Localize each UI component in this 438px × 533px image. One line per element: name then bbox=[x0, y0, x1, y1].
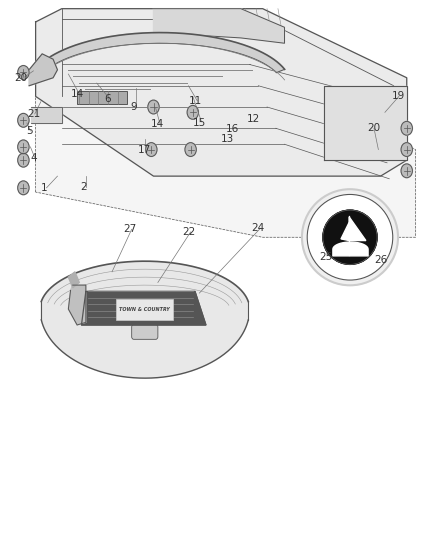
Text: 9: 9 bbox=[131, 102, 137, 112]
Circle shape bbox=[146, 143, 157, 157]
Text: 6: 6 bbox=[104, 94, 111, 104]
Text: 4: 4 bbox=[30, 152, 37, 163]
Polygon shape bbox=[341, 222, 349, 240]
Text: 14: 14 bbox=[151, 119, 165, 129]
Polygon shape bbox=[35, 70, 416, 237]
Text: 22: 22 bbox=[182, 227, 195, 237]
Polygon shape bbox=[41, 261, 248, 378]
Polygon shape bbox=[68, 285, 86, 325]
Text: 1: 1 bbox=[41, 183, 48, 193]
Text: 11: 11 bbox=[188, 95, 201, 106]
Polygon shape bbox=[153, 9, 285, 43]
Circle shape bbox=[18, 140, 29, 154]
Polygon shape bbox=[81, 292, 206, 325]
Text: 26: 26 bbox=[374, 255, 387, 265]
Ellipse shape bbox=[318, 205, 382, 270]
Text: TOWN & COUNTRY: TOWN & COUNTRY bbox=[120, 307, 170, 312]
Text: 2: 2 bbox=[80, 182, 87, 192]
Polygon shape bbox=[68, 272, 79, 288]
Ellipse shape bbox=[323, 210, 377, 264]
Text: 21: 21 bbox=[27, 109, 40, 119]
Polygon shape bbox=[324, 86, 407, 160]
Circle shape bbox=[18, 114, 29, 127]
Text: 16: 16 bbox=[226, 124, 239, 134]
Text: 20: 20 bbox=[367, 123, 381, 133]
Text: 17: 17 bbox=[138, 144, 152, 155]
Text: 19: 19 bbox=[392, 91, 405, 101]
Circle shape bbox=[185, 143, 196, 157]
Circle shape bbox=[148, 100, 159, 114]
Ellipse shape bbox=[307, 195, 393, 280]
Text: 12: 12 bbox=[247, 114, 261, 124]
Circle shape bbox=[18, 154, 29, 167]
Polygon shape bbox=[31, 107, 62, 123]
Circle shape bbox=[18, 66, 29, 79]
Text: 5: 5 bbox=[26, 126, 32, 136]
Polygon shape bbox=[29, 54, 57, 86]
Circle shape bbox=[401, 164, 413, 177]
Text: 25: 25 bbox=[319, 252, 332, 262]
Circle shape bbox=[401, 143, 413, 157]
Text: 20: 20 bbox=[14, 73, 27, 83]
Circle shape bbox=[187, 106, 198, 119]
FancyBboxPatch shape bbox=[132, 325, 158, 340]
Ellipse shape bbox=[323, 210, 377, 264]
Text: 24: 24 bbox=[252, 223, 265, 233]
Polygon shape bbox=[349, 217, 366, 240]
Text: 15: 15 bbox=[193, 118, 206, 128]
Ellipse shape bbox=[302, 189, 398, 285]
Text: 14: 14 bbox=[71, 88, 84, 99]
Text: 13: 13 bbox=[221, 134, 234, 144]
Polygon shape bbox=[35, 33, 285, 72]
Circle shape bbox=[18, 181, 29, 195]
Bar bbox=[77, 91, 127, 104]
Text: 27: 27 bbox=[123, 224, 136, 235]
Circle shape bbox=[401, 122, 413, 135]
Bar bbox=[117, 300, 173, 320]
Polygon shape bbox=[35, 9, 407, 176]
